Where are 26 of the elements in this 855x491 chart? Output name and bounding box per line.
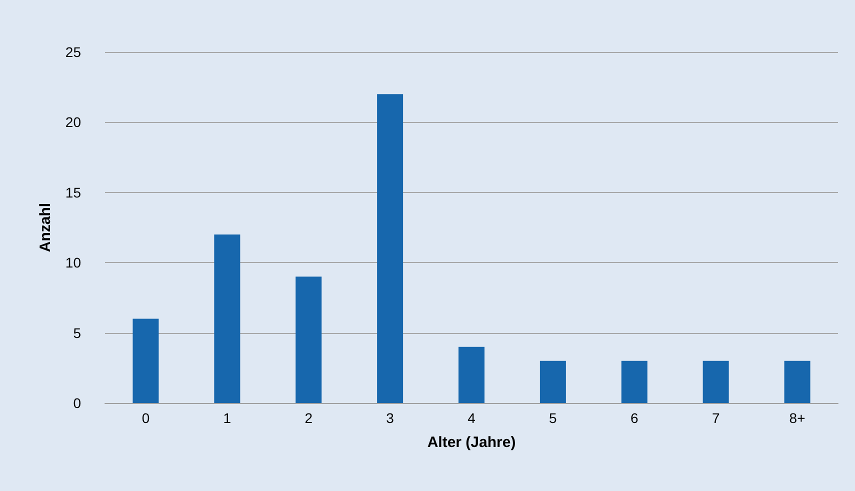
bar xyxy=(540,360,566,403)
bar xyxy=(296,276,322,403)
bar xyxy=(458,346,484,403)
bar xyxy=(132,318,159,403)
bar xyxy=(702,360,729,403)
y-tick-label: 15 xyxy=(65,184,82,200)
y-tick-label: 10 xyxy=(65,254,82,271)
bar xyxy=(784,360,810,403)
x-tick-label: 3 xyxy=(386,410,394,426)
x-tick-label: 2 xyxy=(304,410,313,426)
y-tick-label: 20 xyxy=(65,114,82,130)
y-tick-label: 25 xyxy=(65,44,82,60)
x-tick-label: 6 xyxy=(630,410,638,426)
x-tick-label: 4 xyxy=(468,410,476,426)
x-axis-title: Alter (Jahre) xyxy=(427,434,516,451)
x-tick-label: 8+ xyxy=(789,410,806,426)
x-tick-label: 0 xyxy=(142,410,150,426)
y-tick-label: 0 xyxy=(73,395,82,411)
bar xyxy=(377,94,404,403)
y-axis-title: Anzahl xyxy=(37,202,54,252)
bar xyxy=(621,360,648,403)
x-tick-label: 1 xyxy=(223,410,232,426)
bar xyxy=(214,234,240,403)
x-tick-label: 5 xyxy=(549,410,558,426)
x-tick-label: 7 xyxy=(712,410,720,426)
y-tick-label: 5 xyxy=(73,324,82,341)
